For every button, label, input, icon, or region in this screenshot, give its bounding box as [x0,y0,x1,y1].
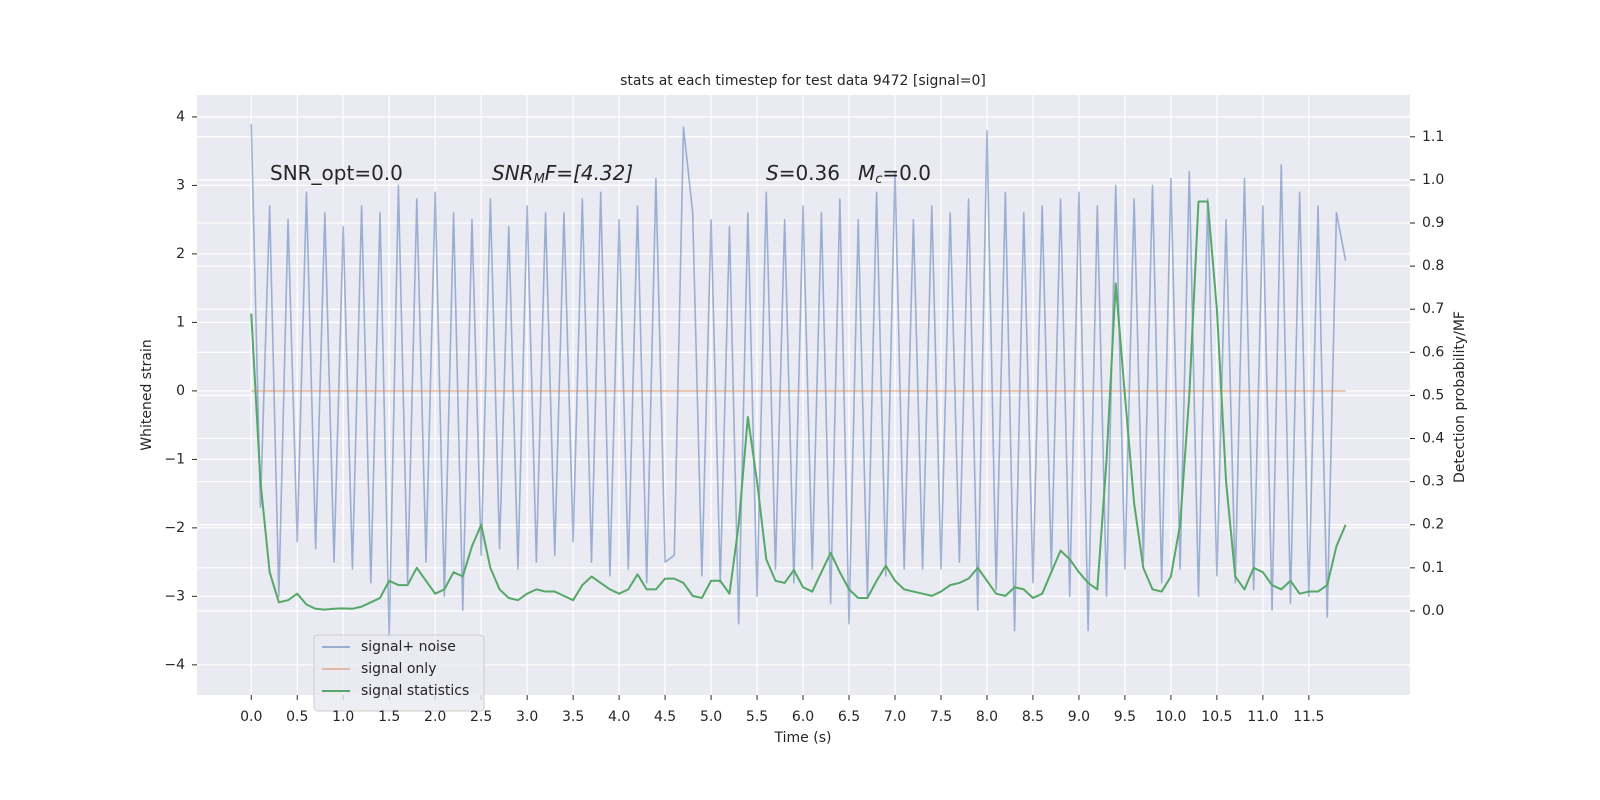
y2-axis-label: Detection probability/MF [1452,311,1468,483]
annotation-text: S [766,161,779,185]
x-axis-label: Time (s) [774,730,832,746]
x-tick-label: 6.5 [838,709,860,725]
x-tick-label: 5.5 [746,709,768,725]
chart-title: stats at each timestep for test data 947… [620,73,986,89]
series-line [250,200,1347,611]
annotation: SNRMF=[4.32] [492,161,633,187]
annotation-text: SNR_opt=0.0 [270,161,403,185]
legend: signal+ noise signal only signal statistic… [313,634,485,712]
annotation-subscript: c [875,172,882,187]
legend-label: signal statistics [361,683,469,699]
y-tick-label: 1 [176,314,185,330]
legend-box [313,634,485,712]
legend-label: signal only [361,661,436,677]
y2-tick-label: 0.6 [1422,344,1444,360]
x-tick-label: 1.5 [378,709,400,725]
y2-tick-label: 1.1 [1422,129,1444,145]
y2-tick-label: 0.4 [1422,431,1444,447]
annotation-text: F=[4.32] [545,161,633,185]
y-tick-label: 0 [176,383,185,399]
x-tick-label: 11.0 [1247,709,1278,725]
x-tick-label: 2.0 [424,709,446,725]
y2-tick-label: 0.5 [1422,387,1444,403]
series-line [250,123,1347,639]
annotation-text: =0.0 [882,161,931,185]
x-tick-label: 8.0 [976,709,998,725]
x-tick-label: 0.5 [286,709,308,725]
y2-tick-label: 1.0 [1422,172,1444,188]
y2-tick-label: 0.2 [1422,517,1444,533]
x-tick-label: 7.0 [884,709,906,725]
annotation-text: SNR [492,161,534,185]
y2-tick-label: 0.3 [1422,474,1444,490]
annotation-text: =0.36 [779,161,840,185]
y-tick-label: 2 [176,246,185,262]
y2-tick-label: 0.8 [1422,258,1444,274]
annotation: SNR_opt=0.0 [270,161,403,185]
x-tick-label: 1.0 [332,709,354,725]
x-tick-label: 11.5 [1293,709,1324,725]
x-tick-label: 3.0 [516,709,538,725]
y2-tick-label: 0.0 [1422,603,1444,619]
x-tick-label: 7.5 [930,709,952,725]
y-tick-label: 3 [176,177,185,193]
x-tick-label: 8.5 [1022,709,1044,725]
y-tick-label: −2 [164,520,185,536]
x-tick-label: 3.5 [562,709,584,725]
x-tick-label: 10.5 [1201,709,1232,725]
x-tick-label: 6.0 [792,709,814,725]
y2-tick-label: 0.1 [1422,560,1444,576]
legend-label: signal+ noise [361,639,456,655]
y-axis-label: Whitened strain [139,339,155,450]
x-tick-label: 9.0 [1068,709,1090,725]
x-tick-label: 2.5 [470,709,492,725]
x-tick-label: 4.5 [654,709,676,725]
annotation: S=0.36 [766,161,840,185]
marks [250,123,1347,639]
annotation-subscript: M [534,172,545,187]
y-tick-label: −4 [164,657,185,673]
x-tick-label: 5.0 [700,709,722,725]
x-tick-label: 10.0 [1155,709,1186,725]
y2-tick-label: 0.9 [1422,215,1444,231]
y-tick-label: −1 [164,451,185,467]
x-tick-label: 0.0 [240,709,262,725]
y-tick-label: −3 [164,588,185,604]
annotation: Mc=0.0 [858,161,931,187]
annotation-text: M [858,161,875,185]
x-tick-label: 9.5 [1114,709,1136,725]
x-tick-label: 4.0 [608,709,630,725]
y2-tick-label: 0.7 [1422,301,1444,317]
y-tick-label: 4 [176,109,185,125]
